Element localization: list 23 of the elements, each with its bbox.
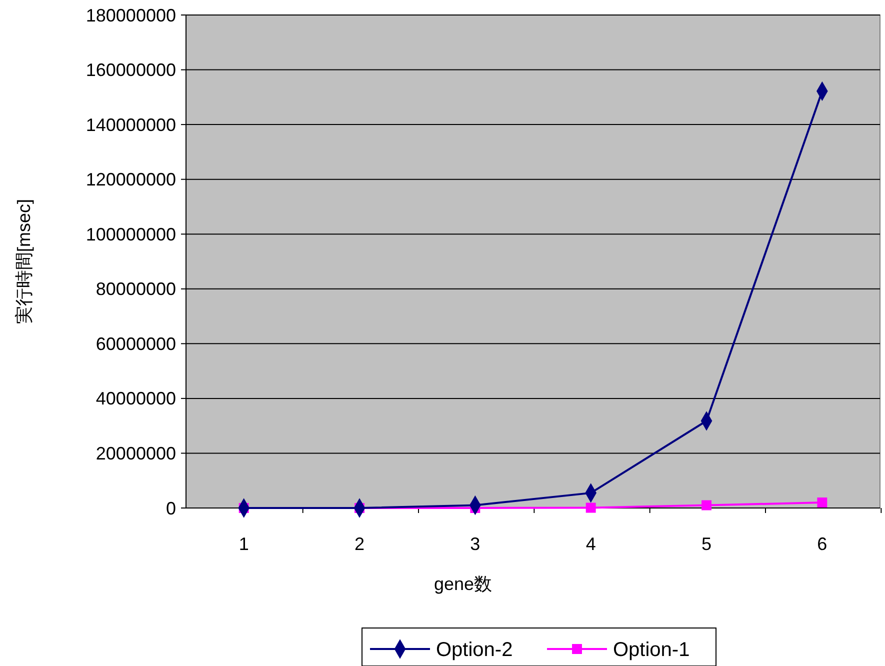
y-tick-label: 120000000 [86,170,176,190]
x-tick-label: 5 [701,534,712,554]
y-tick-label: 0 [166,498,176,518]
x-tick-label: 2 [354,534,365,554]
x-tick-label: 4 [586,534,596,554]
y-tick-label: 180000000 [86,5,176,26]
x-tick-label: 6 [817,534,828,554]
x-tick-label: 1 [238,534,249,554]
x-tick-label: 3 [470,534,480,554]
legend-label: Option-2 [436,639,513,661]
point [586,502,596,513]
y-axis-title: 実行時間[msec] [14,198,34,324]
y-tick-label: 140000000 [86,114,176,135]
y-tick-label: 40000000 [96,388,176,409]
point [702,500,712,510]
y-tick-label: 80000000 [96,279,176,300]
legend-label: Option-1 [613,639,690,661]
point [817,498,828,508]
y-tick-label: 100000000 [86,224,176,244]
y-tick-label: 20000000 [96,444,176,464]
x-axis-title: gene数 [434,574,492,594]
y-tick-label: 60000000 [96,334,176,354]
y-tick-label: 160000000 [86,60,176,80]
